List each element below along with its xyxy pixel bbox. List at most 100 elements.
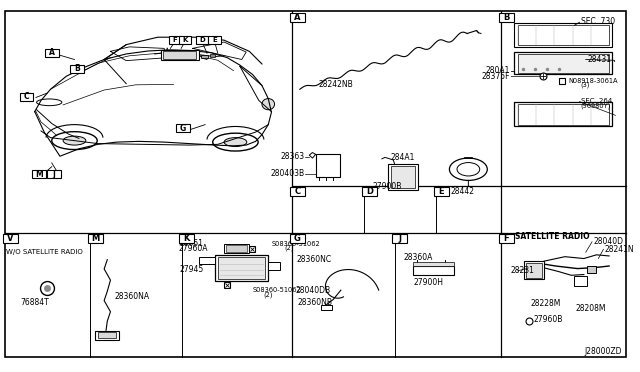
Text: SEC. 264: SEC. 264 — [580, 98, 612, 104]
Text: (2): (2) — [264, 292, 273, 298]
Text: W/O SATELLITE RADIO: W/O SATELLITE RADIO — [6, 249, 83, 255]
Bar — [45, 49, 59, 57]
Text: 284A1: 284A1 — [390, 153, 415, 162]
Bar — [388, 164, 419, 190]
Ellipse shape — [212, 133, 258, 151]
Bar — [199, 257, 214, 264]
Text: 27960B: 27960B — [533, 315, 563, 324]
Bar — [316, 154, 340, 177]
Text: J: J — [398, 234, 401, 243]
Bar — [179, 36, 191, 44]
Bar — [47, 170, 61, 178]
Text: 27900H: 27900H — [413, 278, 444, 287]
Bar — [499, 13, 514, 22]
Bar — [321, 305, 332, 310]
Text: 28375F: 28375F — [481, 72, 510, 81]
Bar — [290, 13, 305, 22]
Bar — [413, 266, 454, 275]
Bar — [32, 170, 46, 178]
Text: B: B — [503, 13, 509, 22]
Bar — [88, 234, 103, 243]
Text: B: B — [74, 64, 80, 73]
Text: F: F — [504, 234, 509, 243]
Bar — [218, 257, 265, 279]
Bar — [499, 234, 514, 243]
Ellipse shape — [262, 99, 275, 110]
Text: 28040D: 28040D — [593, 237, 623, 246]
Bar — [391, 166, 415, 188]
Text: E: E — [212, 37, 217, 43]
Bar — [196, 36, 208, 44]
Ellipse shape — [224, 138, 247, 147]
Text: N08918-3061A: N08918-3061A — [568, 78, 618, 84]
Bar — [515, 52, 612, 74]
Text: 28040DB: 28040DB — [296, 286, 330, 295]
Bar — [392, 234, 407, 243]
Bar — [574, 276, 587, 286]
Ellipse shape — [63, 136, 86, 145]
Text: 27900B: 27900B — [372, 182, 402, 190]
Bar — [526, 263, 542, 278]
Bar — [95, 331, 118, 340]
Text: SATELLITE RADIO: SATELLITE RADIO — [515, 232, 589, 241]
Text: 28241N: 28241N — [605, 245, 634, 254]
Text: 28360NB: 28360NB — [298, 298, 333, 307]
Bar — [518, 104, 609, 125]
Bar — [214, 255, 268, 281]
Bar — [208, 36, 221, 44]
Text: D: D — [199, 37, 205, 43]
Text: D: D — [365, 187, 372, 196]
Text: (96980Y): (96980Y) — [580, 103, 611, 109]
Text: G: G — [294, 234, 301, 243]
Text: M: M — [35, 170, 43, 179]
Bar — [201, 55, 208, 58]
Bar — [163, 51, 196, 59]
Bar — [226, 245, 248, 252]
Text: K: K — [182, 37, 188, 43]
Text: 76884T: 76884T — [20, 298, 49, 307]
Text: S08360-51062: S08360-51062 — [253, 287, 301, 293]
Text: 28228M: 28228M — [530, 299, 561, 308]
Text: 28208M: 28208M — [575, 304, 606, 312]
Bar — [20, 93, 33, 101]
Bar — [268, 262, 280, 270]
Bar — [161, 50, 199, 60]
Ellipse shape — [36, 99, 62, 106]
Text: S08360-51062: S08360-51062 — [271, 241, 320, 247]
Ellipse shape — [52, 132, 97, 150]
Text: 28360NC: 28360NC — [297, 255, 332, 264]
Text: M: M — [91, 234, 99, 243]
Bar — [518, 25, 609, 45]
Text: 28360A: 28360A — [404, 253, 433, 262]
Bar — [515, 23, 612, 46]
Text: 280A1: 280A1 — [486, 66, 510, 75]
Text: J: J — [52, 170, 55, 179]
Text: 28363: 28363 — [280, 152, 304, 161]
Text: V: V — [7, 234, 13, 243]
Bar — [209, 54, 214, 57]
Bar — [176, 124, 190, 132]
Text: 28442: 28442 — [450, 187, 474, 196]
Text: A: A — [49, 48, 54, 57]
Text: (3): (3) — [580, 82, 590, 89]
Bar — [3, 234, 18, 243]
Text: SEC. 730: SEC. 730 — [580, 17, 615, 26]
Text: 27945: 27945 — [180, 265, 204, 274]
Bar — [224, 244, 250, 253]
Bar — [434, 187, 449, 196]
Bar — [362, 187, 377, 196]
Text: E: E — [438, 187, 444, 196]
Text: J28000ZD: J28000ZD — [584, 347, 621, 356]
Bar — [168, 36, 181, 44]
Bar — [179, 234, 195, 243]
Text: 28242NB: 28242NB — [319, 80, 353, 89]
Bar — [98, 332, 115, 338]
Text: 28431: 28431 — [587, 55, 611, 64]
Text: 28360NA: 28360NA — [115, 292, 150, 301]
Text: 28231: 28231 — [510, 266, 534, 275]
Text: 27960A: 27960A — [178, 244, 207, 253]
Bar — [413, 262, 454, 266]
Text: F: F — [172, 37, 177, 43]
Bar — [524, 261, 544, 279]
Text: C: C — [24, 92, 29, 101]
